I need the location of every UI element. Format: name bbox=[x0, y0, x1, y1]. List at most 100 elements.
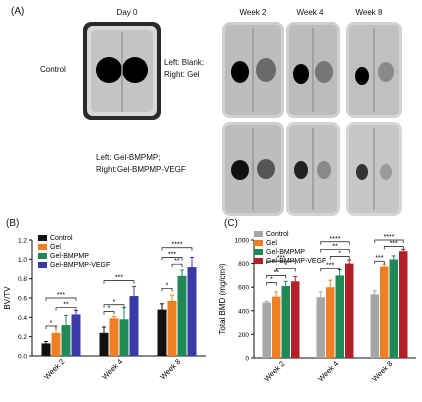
significance-label: ** bbox=[332, 243, 338, 250]
legend-swatch bbox=[38, 262, 47, 268]
y-axis-label: BV/TV bbox=[3, 286, 12, 310]
significance-bracket bbox=[374, 239, 404, 243]
bar bbox=[129, 296, 139, 356]
bar bbox=[326, 287, 335, 358]
bar bbox=[61, 325, 71, 356]
bar bbox=[157, 309, 167, 356]
row-label-gel: Right: Gel bbox=[164, 70, 200, 79]
significance-label: *** bbox=[57, 292, 65, 299]
legend-entry: Gel bbox=[50, 244, 61, 251]
y-tick-label: 400 bbox=[238, 308, 249, 315]
legend-swatch bbox=[254, 231, 263, 237]
y-tick-label: 0.4 bbox=[18, 315, 27, 322]
x-category-label: Week 2 bbox=[42, 357, 66, 381]
y-tick-label: 1.2 bbox=[18, 238, 27, 245]
significance-bracket bbox=[103, 280, 135, 284]
y-tick-label: 600 bbox=[238, 285, 249, 292]
significance-bracket bbox=[266, 260, 296, 265]
significance-bracket bbox=[266, 282, 277, 286]
significance-bracket bbox=[383, 246, 404, 250]
legend-entry: Gel-BMPMP bbox=[50, 253, 89, 260]
y-tick-label: 800 bbox=[238, 261, 249, 268]
y-tick-label: 0.2 bbox=[18, 334, 27, 341]
significance-bracket bbox=[266, 275, 287, 279]
bar bbox=[335, 275, 344, 358]
bar bbox=[399, 251, 408, 358]
chart-total-bmd: Total BMD (mg/cm³)02004006008001000*****… bbox=[218, 231, 416, 383]
bar bbox=[167, 300, 177, 356]
y-tick-label: 0.6 bbox=[18, 296, 27, 303]
legend-swatch bbox=[254, 258, 263, 264]
y-tick-label: 0 bbox=[245, 356, 249, 363]
x-category-label: Week 4 bbox=[100, 357, 124, 381]
legend-swatch bbox=[38, 244, 47, 250]
bar bbox=[281, 286, 290, 358]
ct-image-bmpmp-week8 bbox=[346, 122, 402, 216]
bar bbox=[177, 275, 187, 356]
legend-entry: Gel-BMPMP-VEGF bbox=[266, 258, 326, 265]
col-head-week2: Week 2 bbox=[239, 8, 267, 17]
legend-swatch bbox=[38, 235, 47, 241]
significance-bracket bbox=[320, 249, 350, 253]
legend-entry: Gel-BMPMP bbox=[266, 249, 305, 256]
bar bbox=[370, 294, 379, 358]
bar bbox=[187, 267, 197, 356]
x-category-label: Week 4 bbox=[316, 359, 340, 383]
legend-swatch bbox=[38, 253, 47, 259]
significance-label: ** bbox=[274, 269, 280, 276]
significance-bracket bbox=[45, 297, 77, 301]
y-tick-label: 1000 bbox=[235, 238, 250, 245]
significance-label: **** bbox=[330, 236, 341, 243]
row-label-control: Control bbox=[40, 65, 66, 74]
chart-bv-tv: BV/TV0.00.20.40.60.81.01.2**************… bbox=[3, 235, 206, 381]
col-head-week4: Week 4 bbox=[296, 8, 324, 17]
col-head-week8: Week 8 bbox=[355, 8, 383, 17]
panel-b-letter: (B) bbox=[6, 218, 20, 229]
significance-bracket bbox=[161, 247, 193, 251]
significance-label: * bbox=[166, 282, 169, 289]
row-label-gel-bmpmp: Left: Gel-BMPMP; bbox=[96, 153, 161, 162]
bar bbox=[41, 343, 51, 356]
significance-bracket bbox=[320, 241, 350, 245]
significance-bracket bbox=[329, 256, 350, 260]
legend-entry: Gel-BMPMP-VEGF bbox=[50, 262, 110, 269]
significance-label: **** bbox=[172, 242, 183, 249]
bar bbox=[291, 281, 300, 358]
legend-entry: Control bbox=[266, 231, 289, 238]
panel-a-letter: (A) bbox=[11, 6, 25, 17]
x-category-label: Week 2 bbox=[262, 359, 286, 383]
significance-label: * bbox=[113, 299, 116, 306]
legend-entry: Control bbox=[50, 235, 73, 242]
row-label-gel-bmpmp-vegf: Right:Gel-BMPMP-VEGF bbox=[96, 165, 186, 174]
significance-bracket bbox=[275, 267, 296, 272]
ct-image-bmpmp-week4 bbox=[286, 122, 340, 216]
ct-image-blank-gel-week2 bbox=[222, 22, 284, 118]
bar bbox=[51, 332, 61, 356]
y-tick-label: 200 bbox=[238, 332, 249, 339]
significance-label: ** bbox=[63, 302, 69, 309]
significance-label: * bbox=[284, 262, 287, 269]
significance-label: * bbox=[50, 320, 53, 327]
significance-label: * bbox=[108, 306, 111, 313]
significance-label: * bbox=[338, 251, 341, 258]
legend-entry: Gel bbox=[266, 240, 277, 247]
y-axis-label: Total BMD (mg/cm³) bbox=[218, 263, 227, 334]
x-category-label: Week 8 bbox=[158, 357, 182, 381]
significance-bracket bbox=[161, 257, 183, 261]
significance-bracket bbox=[103, 311, 115, 315]
bar bbox=[345, 263, 354, 358]
significance-bracket bbox=[103, 304, 125, 308]
y-tick-label: 1.0 bbox=[18, 257, 27, 264]
bar bbox=[380, 266, 389, 358]
bar bbox=[99, 332, 109, 356]
bar bbox=[262, 302, 271, 358]
significance-label: *** bbox=[326, 262, 334, 269]
ct-image-bmpmp-week2 bbox=[222, 122, 284, 216]
significance-bracket bbox=[171, 263, 183, 268]
x-category-label: Week 8 bbox=[370, 359, 394, 383]
significance-label: ** bbox=[174, 258, 180, 265]
legend-swatch bbox=[254, 249, 263, 255]
ct-image-blank-gel-week4 bbox=[286, 22, 340, 118]
bar bbox=[316, 297, 325, 358]
